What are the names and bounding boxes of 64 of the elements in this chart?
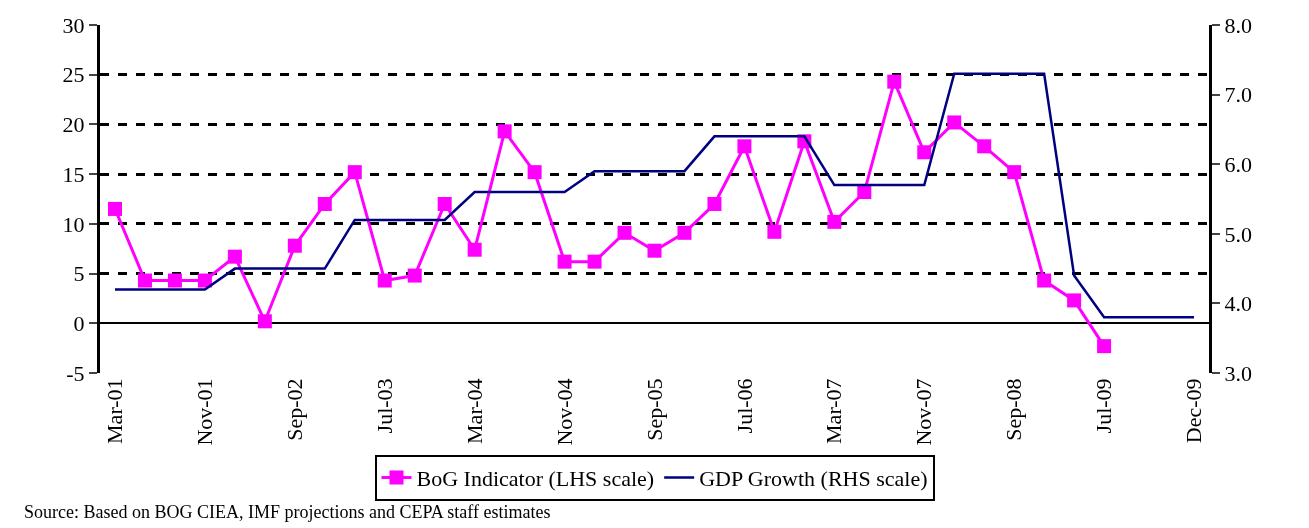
- y2-tick-label: 4.0: [1224, 291, 1252, 317]
- x-tick-label: Sep-05: [641, 378, 667, 441]
- y2-tick-label: 7.0: [1224, 82, 1252, 108]
- point: [317, 196, 332, 211]
- y-tick-label: 30: [62, 12, 85, 38]
- point: [977, 139, 992, 154]
- point: [107, 201, 122, 216]
- x-tick-label: Jul-06: [731, 378, 757, 434]
- point: [737, 139, 752, 154]
- point: [287, 238, 302, 253]
- point: [437, 196, 452, 211]
- y-tick-label: 0: [73, 310, 85, 336]
- y-tick-label: 5: [73, 261, 85, 287]
- point: [527, 165, 542, 180]
- x-tick-label: Sep-08: [1001, 378, 1027, 441]
- point: [557, 254, 572, 269]
- point: [227, 249, 242, 264]
- point: [377, 273, 392, 288]
- point: [1037, 273, 1052, 288]
- point: [467, 242, 482, 257]
- x-tick-label: Nov-07: [911, 378, 937, 446]
- y-tick-label: 15: [62, 161, 85, 187]
- x-tick-label: Jul-03: [371, 378, 397, 434]
- y2-tick-label: 6.0: [1224, 151, 1252, 177]
- y2-tick-label: 3.0: [1224, 360, 1252, 386]
- point: [827, 214, 842, 229]
- y2-tick-label: 8.0: [1224, 12, 1252, 38]
- point: [947, 115, 962, 130]
- legend-label: GDP Growth (RHS scale): [699, 466, 928, 492]
- point: [857, 185, 872, 200]
- point: [1097, 339, 1112, 354]
- point: [167, 273, 182, 288]
- legend-label: BoG Indicator (LHS scale): [416, 466, 655, 492]
- line-series: [113, 72, 1196, 319]
- point: [137, 273, 152, 288]
- x-tick-label: Jul-09: [1091, 378, 1117, 434]
- point: [497, 124, 512, 139]
- source-note: Source: Based on BOG CIEA, IMF projections and CEPA staff estimates: [24, 502, 551, 522]
- y-tick-label: 10: [62, 211, 85, 237]
- x-tick-label: Nov-04: [551, 378, 577, 446]
- point: [767, 224, 782, 239]
- x-tick-label: Nov-01: [192, 378, 218, 446]
- point: [917, 145, 932, 160]
- y-tick-label: 25: [62, 62, 85, 88]
- point: [587, 254, 602, 269]
- point: [617, 225, 632, 240]
- point: [1067, 293, 1082, 308]
- x-tick-label: Mar-01: [102, 378, 128, 444]
- point: [647, 243, 662, 258]
- x-tick-label: Sep-02: [281, 378, 307, 441]
- point: [677, 225, 692, 240]
- y2-tick-label: 5.0: [1224, 221, 1252, 247]
- y-tick-label: 20: [62, 112, 85, 138]
- point: [887, 74, 902, 89]
- point: [197, 273, 212, 288]
- point: [407, 268, 422, 283]
- point: [707, 196, 722, 211]
- x-tick-label: Dec-09: [1181, 378, 1207, 444]
- point: [257, 314, 272, 329]
- y-tick-label: -5: [66, 360, 85, 386]
- point: [1007, 165, 1022, 180]
- point: [347, 165, 362, 180]
- x-tick-label: Mar-04: [461, 378, 487, 444]
- x-tick-label: Mar-07: [821, 378, 847, 444]
